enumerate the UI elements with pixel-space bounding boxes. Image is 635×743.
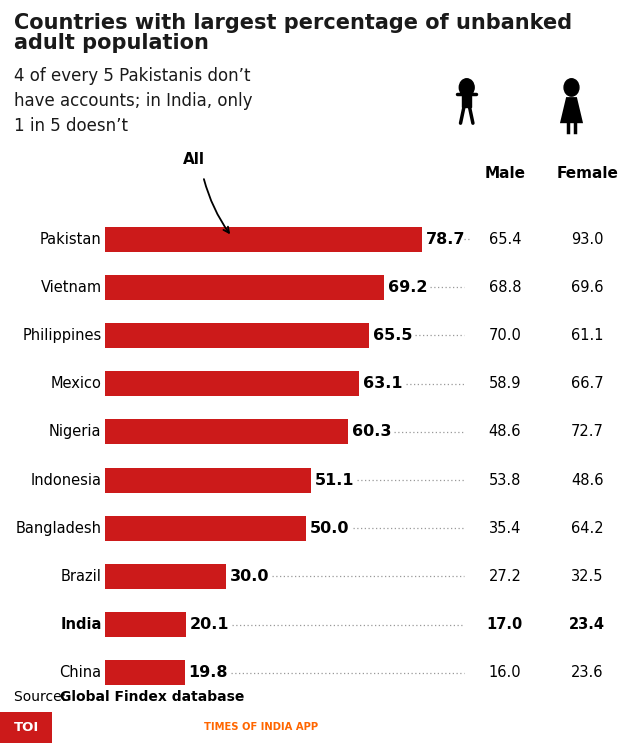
Bar: [105, 612, 186, 637]
Bar: [105, 564, 226, 589]
Text: Pakistan: Pakistan: [40, 232, 102, 247]
Text: 17.0: 17.0: [486, 617, 523, 632]
Text: 78.7: 78.7: [426, 232, 465, 247]
Text: 66.7: 66.7: [571, 376, 604, 391]
Text: TOI: TOI: [13, 721, 39, 734]
Text: 58.9: 58.9: [488, 376, 521, 391]
Bar: [0, 712, 52, 743]
Text: 60.3: 60.3: [352, 424, 391, 439]
Text: adult population: adult population: [14, 33, 209, 53]
Bar: [105, 419, 348, 444]
Bar: [105, 467, 311, 493]
Text: Vietnam: Vietnam: [41, 280, 102, 295]
Text: 93.0: 93.0: [571, 232, 604, 247]
Text: 65.4: 65.4: [488, 232, 521, 247]
Text: 16.0: 16.0: [488, 665, 521, 681]
Text: 51.1: 51.1: [315, 473, 354, 487]
Text: 23.4: 23.4: [570, 617, 605, 632]
Text: 35.4: 35.4: [489, 521, 521, 536]
Text: Male: Male: [485, 166, 525, 181]
Text: Brazil: Brazil: [61, 569, 102, 584]
Text: 53.8: 53.8: [489, 473, 521, 487]
Bar: [105, 516, 307, 541]
Text: 50.0: 50.0: [311, 521, 350, 536]
Text: 64.2: 64.2: [571, 521, 604, 536]
Text: FOR MORE  INFOGRAPHICS DOWNLOAD: FOR MORE INFOGRAPHICS DOWNLOAD: [61, 722, 285, 733]
Text: 65.5: 65.5: [373, 328, 412, 343]
Text: 30.0: 30.0: [230, 569, 269, 584]
Text: 23.6: 23.6: [571, 665, 604, 681]
Text: 27.2: 27.2: [488, 569, 521, 584]
Text: Global Findex database: Global Findex database: [60, 690, 244, 704]
Bar: [105, 661, 185, 685]
Text: Indonesia: Indonesia: [30, 473, 102, 487]
Text: TIMES OF INDIA APP: TIMES OF INDIA APP: [204, 722, 318, 733]
Text: Nigeria: Nigeria: [49, 424, 102, 439]
Text: Mexico: Mexico: [51, 376, 102, 391]
Bar: [105, 371, 359, 396]
Text: All: All: [183, 152, 204, 166]
Text: India: India: [60, 617, 102, 632]
Text: Countries with largest percentage of unbanked: Countries with largest percentage of unb…: [14, 13, 572, 33]
Text: 68.8: 68.8: [488, 280, 521, 295]
Text: 63.1: 63.1: [363, 376, 403, 391]
Bar: [105, 323, 369, 348]
Text: 48.6: 48.6: [488, 424, 521, 439]
Text: 61.1: 61.1: [571, 328, 604, 343]
Text: 20.1: 20.1: [190, 617, 229, 632]
Text: ▶  Google play: ▶ Google play: [508, 723, 565, 732]
Text: Female: Female: [556, 166, 618, 181]
Text: 48.6: 48.6: [571, 473, 604, 487]
Text: 69.6: 69.6: [571, 280, 604, 295]
Text: Philippines: Philippines: [22, 328, 102, 343]
Text: 72.7: 72.7: [571, 424, 604, 439]
Text: China: China: [60, 665, 102, 681]
Text: Source:: Source:: [14, 690, 70, 704]
Text: 4 of every 5 Pakistanis don’t
have accounts; in India, only
1 in 5 doesn’t: 4 of every 5 Pakistanis don’t have accou…: [14, 67, 253, 135]
Text: ■  Available on the
  App Store: ■ Available on the App Store: [438, 721, 505, 734]
Bar: [105, 275, 384, 299]
Text: ■  Windows
  Phone: ■ Windows Phone: [575, 721, 617, 734]
Text: Bangladesh: Bangladesh: [16, 521, 102, 536]
Text: 70.0: 70.0: [488, 328, 521, 343]
Text: 19.8: 19.8: [189, 665, 228, 681]
Text: 32.5: 32.5: [571, 569, 604, 584]
Bar: [105, 227, 422, 252]
Text: 69.2: 69.2: [388, 280, 427, 295]
